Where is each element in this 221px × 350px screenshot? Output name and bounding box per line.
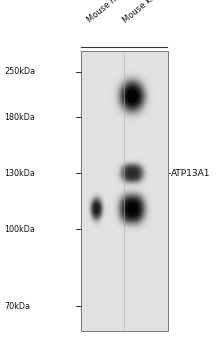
Text: Mouse kidney: Mouse kidney [121, 0, 172, 25]
Text: 100kDa: 100kDa [4, 225, 35, 234]
Text: ATP13A1: ATP13A1 [171, 169, 211, 178]
Text: 70kDa: 70kDa [4, 302, 30, 311]
Bar [81, 51, 168, 331]
Text: 130kDa: 130kDa [4, 169, 35, 178]
Text: Mouse heart: Mouse heart [86, 0, 132, 25]
Text: 180kDa: 180kDa [4, 113, 35, 122]
Text: 250kDa: 250kDa [4, 67, 36, 76]
